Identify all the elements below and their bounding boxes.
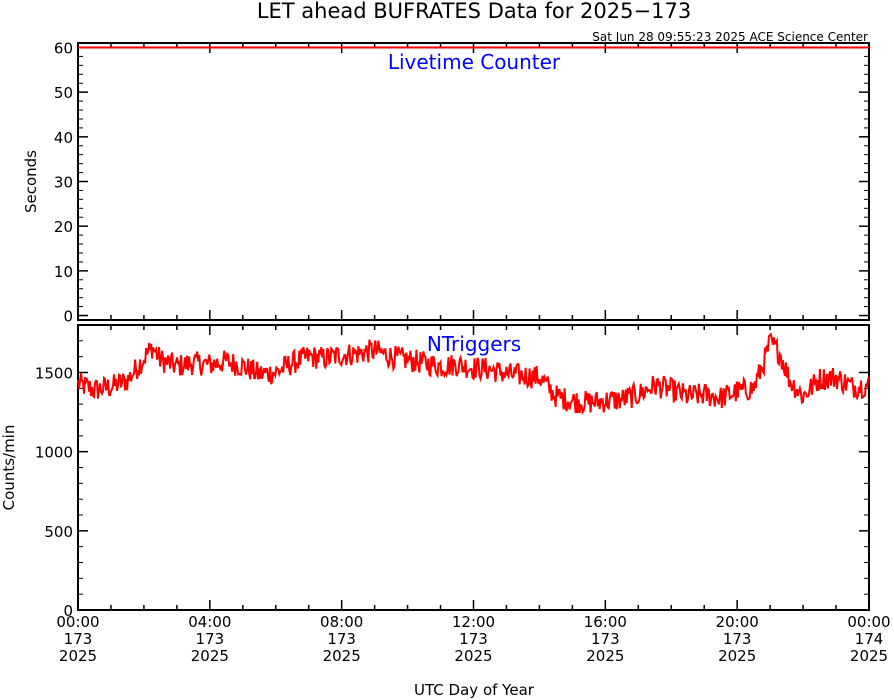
panel-label: NTriggers <box>427 332 521 356</box>
x-tick-doy: 173 <box>196 630 225 648</box>
x-tick-doy: 174 <box>855 630 884 648</box>
y-tick-label: 60 <box>54 39 73 57</box>
x-tick-doy: 173 <box>591 630 620 648</box>
x-tick-time: 20:00 <box>716 613 759 631</box>
panel-1: 0 10 20 30 40 50 60 Seconds Livetime Counter <box>22 39 870 326</box>
x-tick-labels: 00:00173202504:00173202508:00173202512:0… <box>56 613 890 665</box>
x-tick-year: 2025 <box>323 647 361 665</box>
y-tick-label: 20 <box>54 218 73 236</box>
data-series <box>77 332 870 415</box>
x-tick-time: 16:00 <box>584 613 627 631</box>
x-tick-year: 2025 <box>454 647 492 665</box>
x-tick-time: 12:00 <box>452 613 495 631</box>
x-tick-year: 2025 <box>586 647 624 665</box>
x-tick-time: 00:00 <box>847 613 890 631</box>
y-tick-label: 0 <box>63 308 73 326</box>
y-tick-label: 10 <box>54 263 73 281</box>
timestamp: Sat Jun 28 09:55:23 2025 ACE Science Cen… <box>592 30 868 44</box>
x-tick-time: 00:00 <box>56 613 99 631</box>
panel-label: Livetime Counter <box>388 50 561 74</box>
x-tick-doy: 173 <box>723 630 752 648</box>
x-axis-label: UTC Day of Year <box>414 681 535 699</box>
y-tick-label: 1000 <box>35 444 73 462</box>
y-tick-label: 500 <box>44 523 73 541</box>
x-tick-doy: 173 <box>327 630 356 648</box>
x-tick-time: 08:00 <box>320 613 363 631</box>
panel-2: 0 500 1000 1500 Counts/min NTriggers <box>0 324 870 620</box>
panels: 0 10 20 30 40 50 60 Seconds Livetime Counter 0 500… <box>0 39 891 665</box>
y-tick-label: 50 <box>54 84 73 102</box>
y-tick-label: 1500 <box>35 365 73 383</box>
x-tick-doy: 173 <box>459 630 488 648</box>
y-axis-label: Seconds <box>22 150 40 213</box>
x-tick-doy: 173 <box>64 630 93 648</box>
chart-title: LET ahead BUFRATES Data for 2025−173 <box>257 0 691 23</box>
x-tick-year: 2025 <box>191 647 229 665</box>
x-tick-year: 2025 <box>718 647 756 665</box>
y-tick-label: 40 <box>54 129 73 147</box>
x-tick-year: 2025 <box>850 647 888 665</box>
y-tick-label: 30 <box>54 174 73 192</box>
y-tick-label: 0 <box>63 602 73 620</box>
plot-frame <box>77 42 870 321</box>
y-axis-label: Counts/min <box>0 425 18 511</box>
x-tick-time: 04:00 <box>188 613 231 631</box>
x-tick-year: 2025 <box>59 647 97 665</box>
